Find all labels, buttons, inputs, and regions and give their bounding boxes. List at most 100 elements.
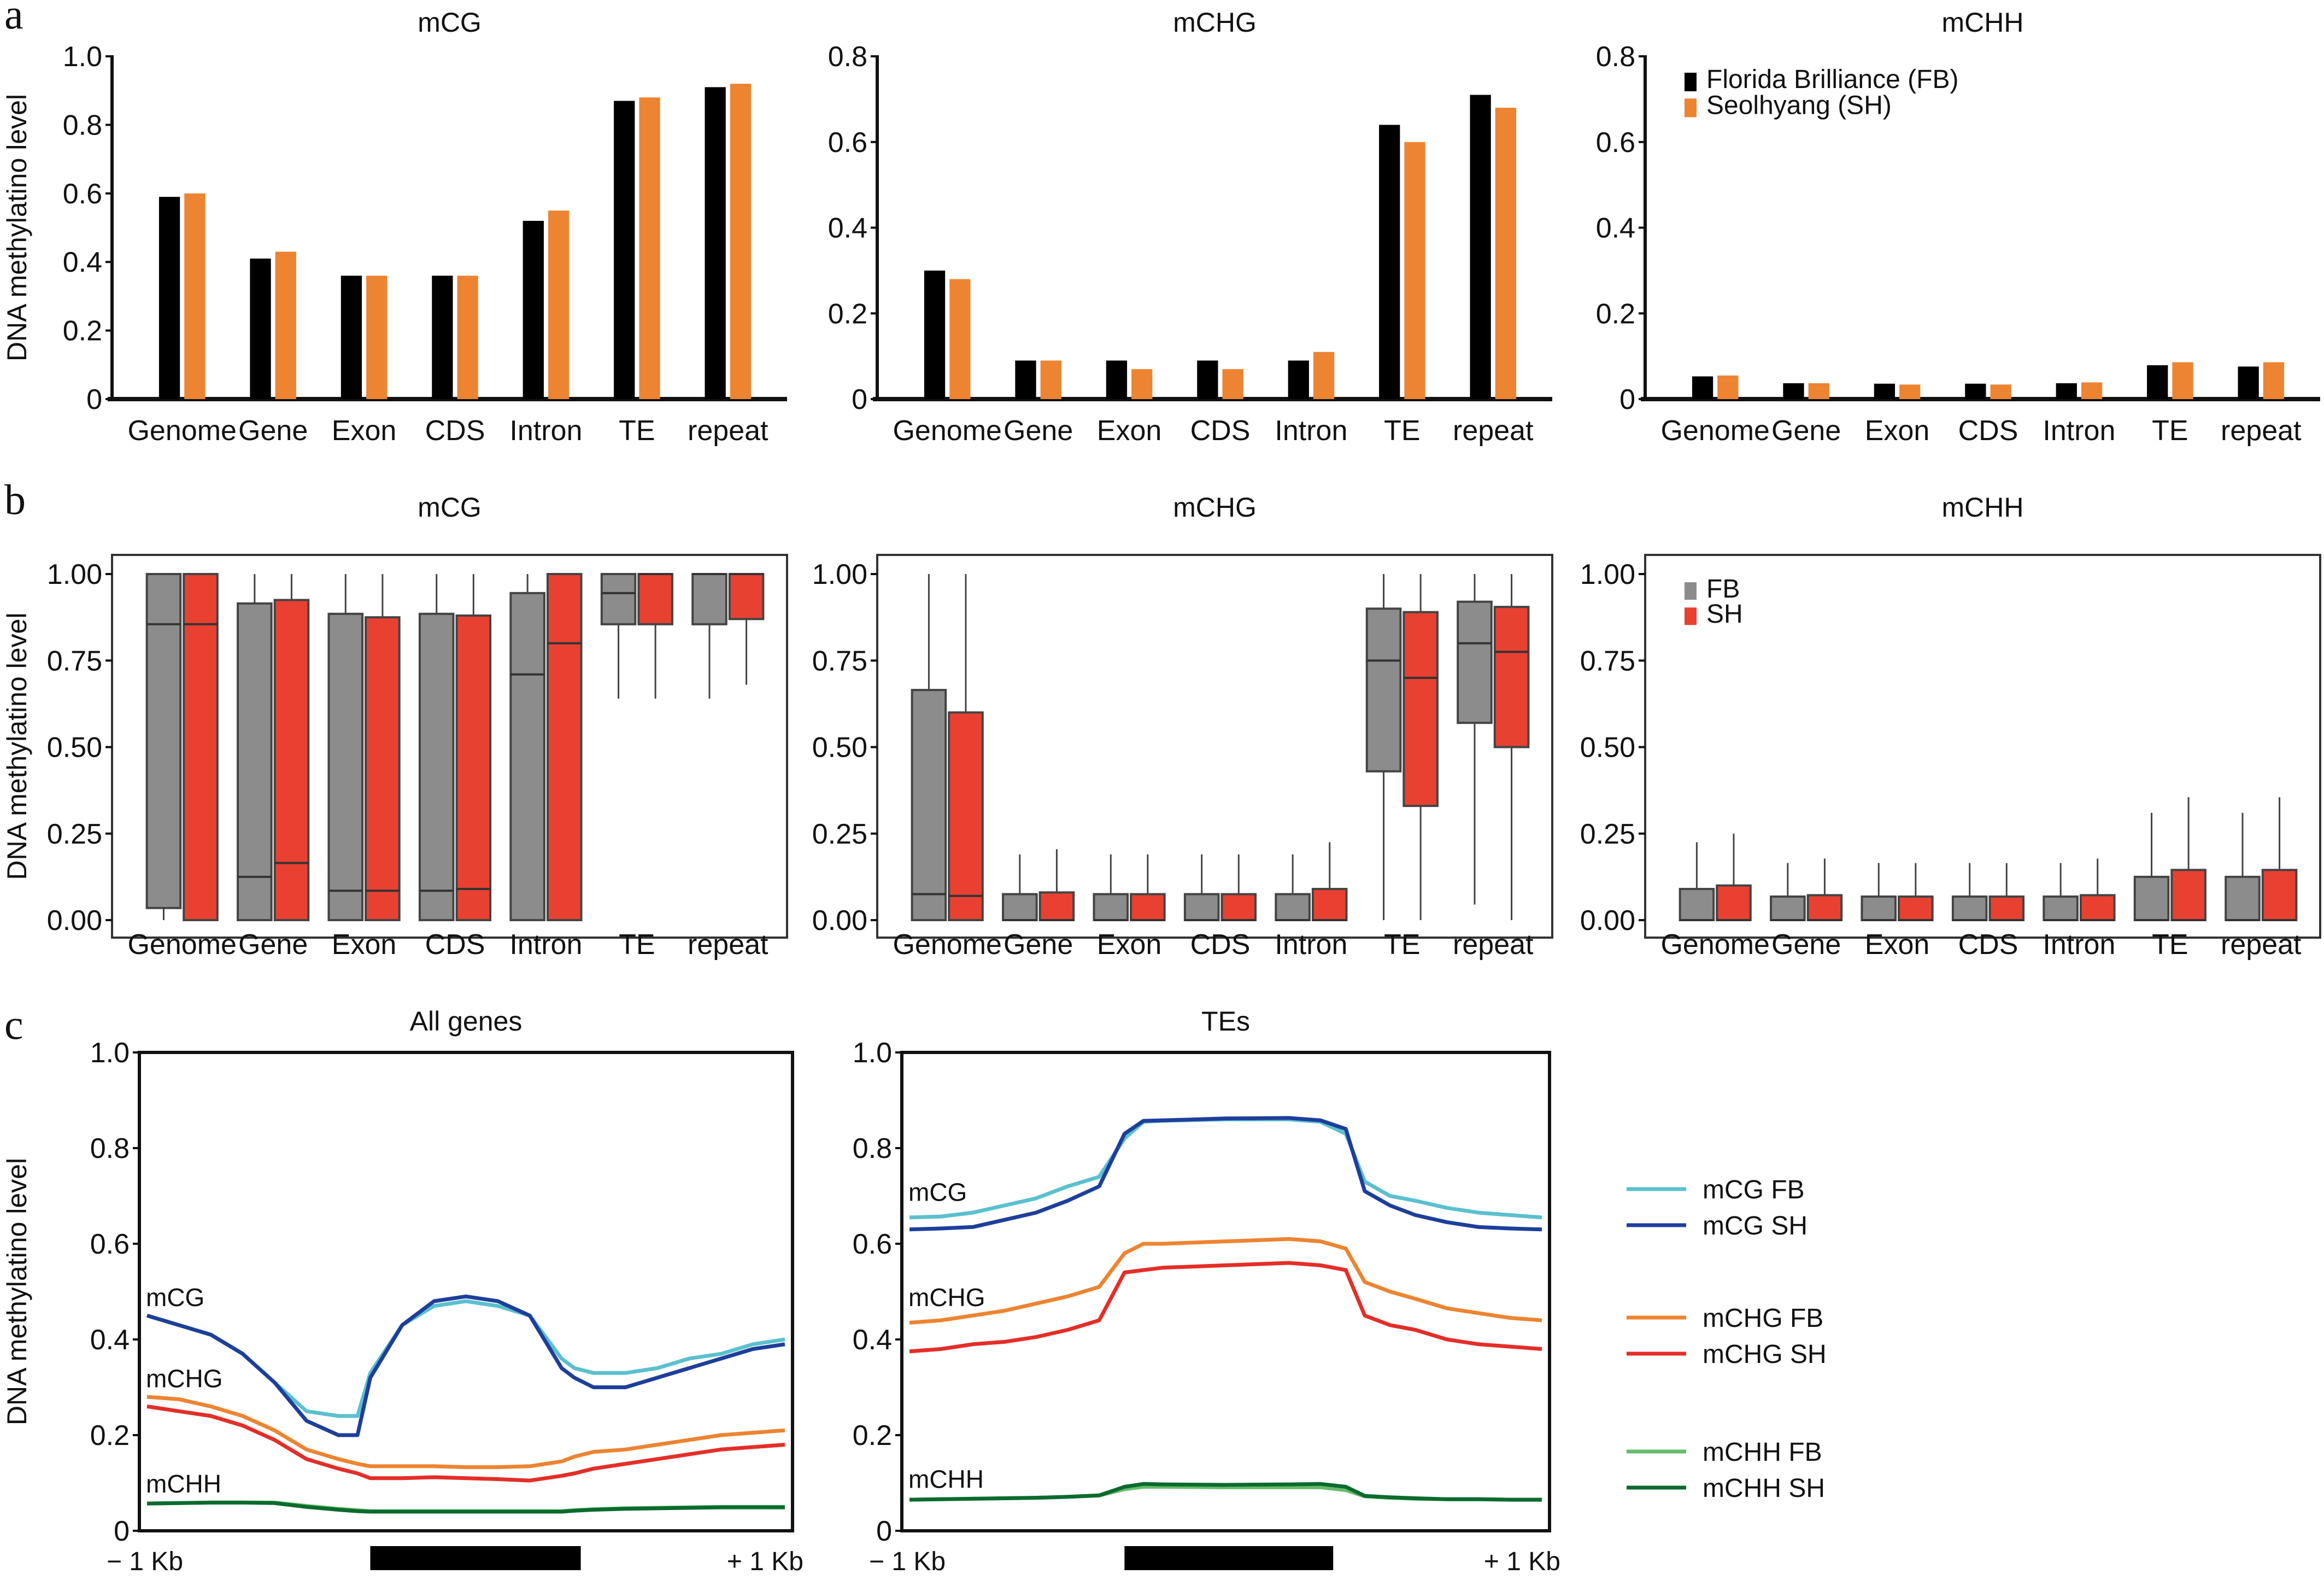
legend-line-label: mCG SH: [1703, 1212, 1807, 1240]
plot-frame: [900, 1051, 1551, 1532]
bar-seolhyang-sh-: [1899, 384, 1921, 399]
category-label: Exon: [332, 415, 397, 447]
body-region-bar: [370, 1546, 581, 1570]
box-iqr: [1861, 895, 1897, 922]
y-tick-label: 0.2: [1596, 298, 1635, 330]
category-label: Intron: [509, 929, 582, 961]
legend-line-label: mCG FB: [1703, 1175, 1805, 1204]
box-iqr: [948, 711, 984, 921]
box-fb: [1457, 574, 1493, 905]
bar-seolhyang-sh-: [2172, 362, 2193, 399]
box-iqr: [1951, 895, 1988, 922]
bar-seolhyang-sh-: [275, 251, 296, 399]
box-fb: [1002, 854, 1038, 922]
bar-florida-brilliance-fb-: [523, 220, 544, 399]
box-fb: [2225, 812, 2261, 921]
box-fb: [1861, 863, 1897, 922]
box-sh: [2079, 858, 2116, 921]
y-tick-label: 0.6: [1596, 127, 1635, 159]
y-tick-label: 0.4: [828, 213, 867, 244]
box-iqr: [911, 689, 947, 922]
category-label: Intron: [509, 415, 582, 447]
panel-letter-c: c: [4, 1000, 24, 1048]
box-sh: [2170, 797, 2206, 921]
y-axis-label: DNA methylatino level: [2, 1158, 32, 1425]
bar-florida-brilliance-fb-: [1874, 383, 1895, 399]
box-iqr: [509, 592, 545, 921]
series-line-mcg-fb: [146, 1299, 785, 1418]
box-iqr: [145, 573, 182, 909]
box-iqr: [1402, 611, 1439, 807]
box-fb: [1275, 854, 1311, 922]
chart-title: mCG: [418, 492, 482, 523]
legend-line-label: mCHG FB: [1703, 1304, 1823, 1333]
box-fb: [418, 574, 455, 922]
box-iqr: [1002, 893, 1038, 922]
box-sh: [1038, 849, 1075, 921]
legend-label: SH: [1706, 600, 1743, 629]
box-fb: [691, 573, 727, 699]
y-axis-label: DNA methylatino level: [2, 94, 32, 361]
box-iqr: [1093, 893, 1129, 922]
box-sh: [1493, 574, 1530, 920]
legend-swatch: [1685, 582, 1697, 600]
series-annotation: mCHG: [908, 1283, 985, 1312]
box-iqr: [637, 573, 673, 625]
series-line-mcg-sh: [909, 1116, 1542, 1232]
box-iqr: [1130, 893, 1166, 922]
series-line-mchg-sh: [146, 1405, 785, 1483]
box-sh: [365, 574, 401, 921]
box-sh: [1716, 833, 1752, 921]
bar-seolhyang-sh-: [639, 97, 660, 400]
y-tick-label: 0.50: [47, 732, 102, 764]
category-label: CDS: [425, 415, 485, 447]
box-fb: [2043, 863, 2079, 922]
y-tick-label: 0.25: [47, 818, 102, 850]
y-tick-label: 0: [1619, 384, 1635, 416]
box-iqr: [1898, 895, 1934, 922]
box-fb: [911, 574, 947, 922]
box-iqr: [237, 602, 273, 922]
bar-florida-brilliance-fb-: [924, 270, 946, 399]
box-iqr: [2079, 894, 2116, 921]
legend-label: Seolhyang (SH): [1706, 91, 1892, 120]
box-fb: [1770, 863, 1806, 922]
y-tick-label: 0: [876, 1515, 892, 1547]
chart-title: mCHH: [1942, 7, 2024, 38]
box-sh: [1402, 574, 1439, 920]
bar-florida-brilliance-fb-: [1106, 360, 1128, 399]
box-sh: [455, 574, 492, 921]
category-label: TE: [1384, 415, 1420, 447]
y-tick-label: 1.0: [853, 1037, 892, 1069]
y-tick-label: 0.00: [812, 905, 867, 937]
box-iqr: [1770, 895, 1806, 922]
chart-a-mCG: mCG 0 0.2 0.4 0.6 0.8 1.0 DNA methylatino level…: [2, 7, 787, 447]
category-label: repeat: [2221, 415, 2302, 447]
category-label: TE: [619, 415, 655, 447]
series-line-mchg-sh: [909, 1261, 1542, 1354]
box-iqr: [1679, 888, 1715, 922]
panel-letter-b: b: [4, 476, 26, 523]
bar-seolhyang-sh-: [366, 276, 388, 399]
box-iqr: [2261, 869, 2298, 921]
box-iqr: [546, 573, 583, 921]
y-tick-label: 0.6: [853, 1228, 892, 1260]
category-label: CDS: [1958, 415, 2018, 447]
y-tick-label: 1.00: [1580, 559, 1635, 590]
category-label: repeat: [2221, 929, 2302, 961]
y-tick-label: 0.75: [1580, 645, 1635, 677]
box-fb: [145, 573, 182, 920]
bar-seolhyang-sh-: [457, 276, 478, 399]
series-line-mchg-fb: [909, 1237, 1542, 1325]
bar-florida-brilliance-fb-: [1692, 376, 1713, 399]
series-line-mchg-fb: [146, 1395, 785, 1470]
bar-seolhyang-sh-: [1990, 384, 2011, 399]
category-label: Exon: [1097, 415, 1162, 447]
box-iqr: [1183, 893, 1220, 922]
bar-florida-brilliance-fb-: [1470, 95, 1491, 400]
series-line-mcg-fb: [909, 1117, 1542, 1220]
category-label: Exon: [332, 929, 397, 961]
series-annotation: mCG: [146, 1283, 204, 1312]
box-sh: [1130, 854, 1166, 922]
chart-title: All genes: [410, 1006, 523, 1037]
